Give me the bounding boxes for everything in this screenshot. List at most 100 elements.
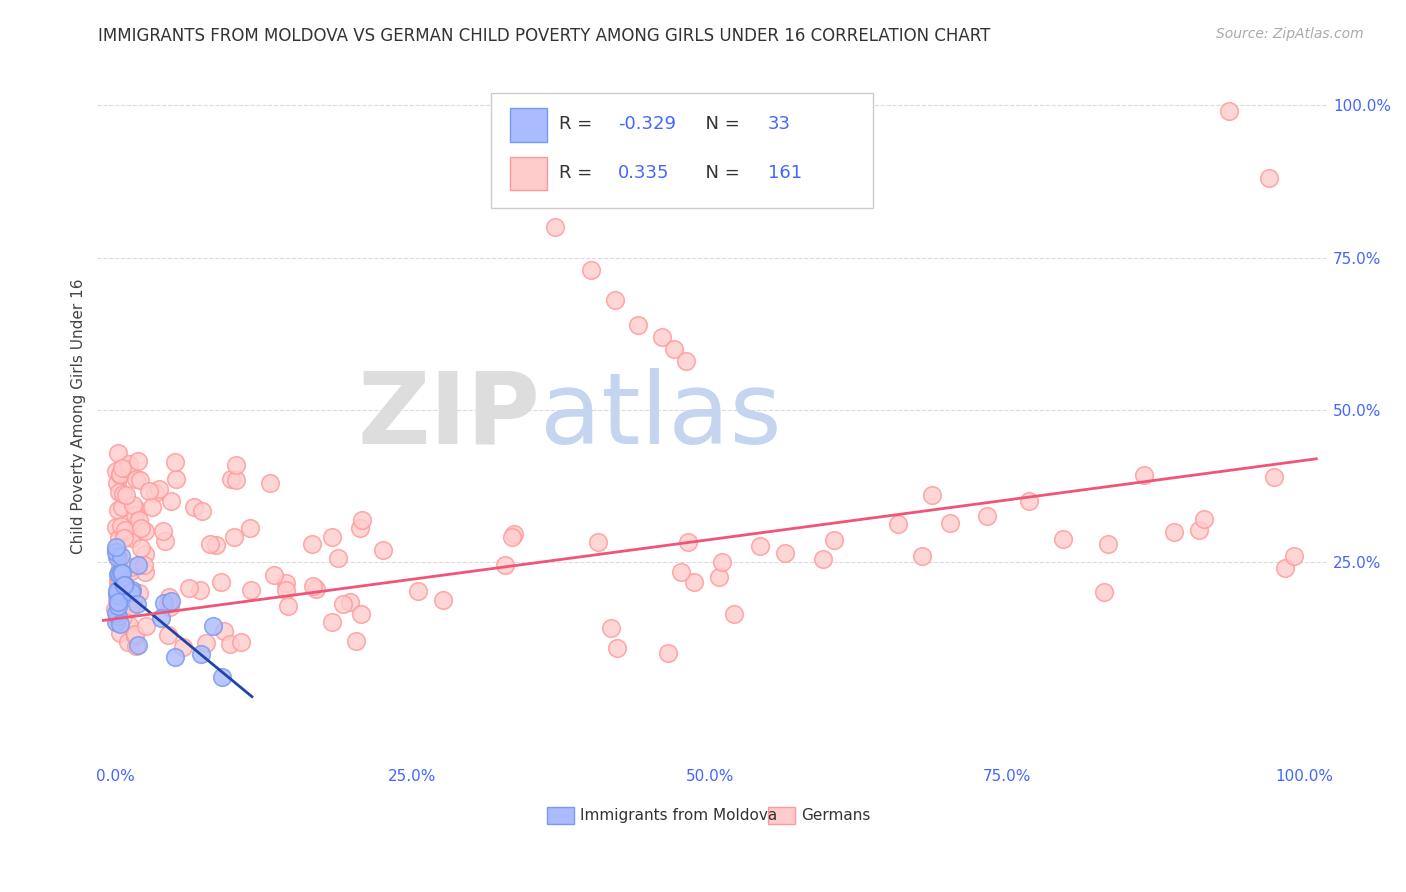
Point	[122, 591, 145, 605]
Point	[129, 473, 152, 487]
Point	[606, 640, 628, 655]
Point	[143, 485, 166, 500]
Point	[682, 574, 704, 589]
Point	[1263, 470, 1285, 484]
Text: IMMIGRANTS FROM MOLDOVA VS GERMAN CHILD POVERTY AMONG GIRLS UNDER 16 CORRELATION: IMMIGRANTS FROM MOLDOVA VS GERMAN CHILD …	[98, 27, 991, 45]
Point	[508, 178, 530, 192]
Point	[108, 609, 131, 624]
FancyBboxPatch shape	[547, 807, 574, 824]
Point	[112, 487, 135, 501]
Point	[157, 591, 180, 605]
Point	[121, 531, 143, 545]
Point	[153, 597, 176, 611]
Point	[274, 576, 297, 591]
Point	[177, 581, 200, 595]
Point	[749, 539, 772, 553]
Point	[107, 599, 129, 613]
Point	[120, 560, 142, 574]
Point	[134, 524, 156, 538]
Point	[326, 550, 349, 565]
Point	[115, 487, 138, 501]
Point	[127, 454, 149, 468]
Text: N =: N =	[695, 164, 745, 182]
Point	[110, 549, 132, 564]
Point	[190, 647, 212, 661]
Point	[107, 567, 129, 582]
Point	[105, 593, 128, 607]
Text: N =: N =	[695, 115, 745, 133]
Point	[603, 293, 626, 308]
Point	[129, 541, 152, 555]
Point	[134, 565, 156, 579]
Point	[107, 503, 129, 517]
Point	[105, 550, 128, 565]
Point	[110, 519, 132, 533]
Point	[887, 516, 910, 531]
Point	[152, 524, 174, 539]
Point	[432, 593, 454, 607]
Point	[127, 638, 149, 652]
Point	[107, 595, 129, 609]
Point	[114, 587, 136, 601]
Point	[579, 262, 602, 277]
Text: atlas: atlas	[540, 368, 782, 465]
Point	[105, 520, 128, 534]
Point	[121, 582, 143, 597]
Point	[198, 537, 221, 551]
Point	[304, 582, 326, 596]
Point	[110, 467, 132, 482]
FancyBboxPatch shape	[491, 93, 873, 208]
Point	[627, 318, 650, 332]
Point	[219, 473, 242, 487]
Point	[108, 566, 131, 580]
Point	[349, 521, 371, 535]
Point	[118, 457, 141, 471]
Y-axis label: Child Poverty Among Girls Under 16: Child Poverty Among Girls Under 16	[72, 278, 86, 554]
Text: Immigrants from Moldova: Immigrants from Moldova	[579, 808, 778, 823]
Text: R =: R =	[560, 164, 598, 182]
Point	[657, 646, 679, 660]
Text: -0.329: -0.329	[619, 115, 676, 133]
Point	[111, 557, 134, 571]
Point	[332, 597, 354, 611]
Text: Germans: Germans	[801, 808, 870, 823]
Point	[1257, 171, 1279, 186]
Point	[117, 618, 139, 632]
Point	[108, 485, 131, 500]
Point	[159, 599, 181, 614]
Point	[301, 536, 323, 550]
Point	[104, 544, 127, 558]
Point	[239, 582, 262, 597]
Point	[1092, 585, 1115, 599]
Point	[107, 587, 129, 601]
Point	[321, 530, 343, 544]
Text: 0.335: 0.335	[619, 164, 669, 182]
Point	[1187, 523, 1209, 537]
Point	[134, 558, 156, 572]
Point	[321, 615, 343, 629]
Point	[165, 455, 187, 469]
Point	[124, 508, 146, 522]
Point	[120, 564, 142, 578]
Point	[159, 594, 181, 608]
Point	[120, 599, 142, 613]
Point	[773, 546, 796, 560]
FancyBboxPatch shape	[509, 108, 547, 142]
Point	[707, 570, 730, 584]
FancyBboxPatch shape	[768, 807, 796, 824]
Point	[669, 565, 692, 579]
Point	[110, 566, 132, 580]
Point	[209, 574, 232, 589]
Point	[127, 558, 149, 572]
Point	[938, 516, 960, 530]
Point	[105, 540, 128, 554]
Point	[107, 582, 129, 597]
Point	[662, 342, 685, 356]
Text: ZIP: ZIP	[357, 368, 540, 465]
Text: 33: 33	[768, 115, 792, 133]
Point	[108, 626, 131, 640]
Point	[339, 595, 361, 609]
Point	[105, 476, 128, 491]
Point	[114, 578, 136, 592]
Point	[112, 531, 135, 545]
